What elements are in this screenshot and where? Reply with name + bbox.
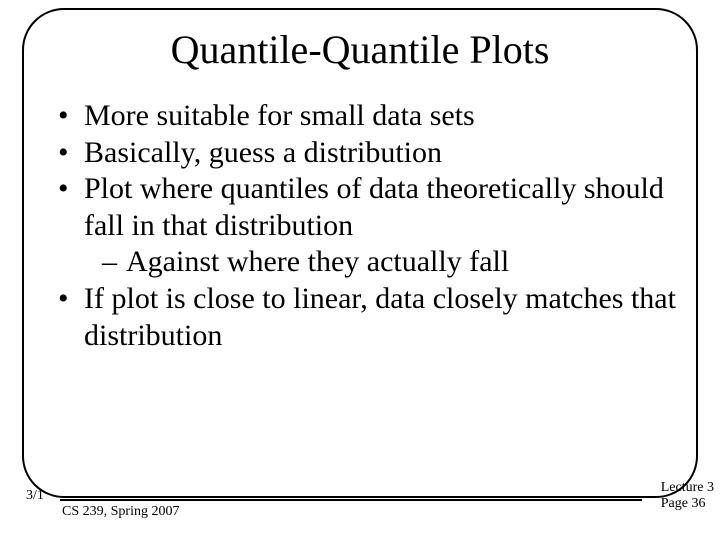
bullet-dot-icon: •	[56, 135, 84, 172]
lecture-label: Lecture 3	[661, 480, 714, 496]
slide-title: Quantile-Quantile Plots	[0, 26, 720, 73]
bullet-dot-icon: •	[56, 171, 84, 208]
bullet-dot-icon: •	[56, 281, 84, 318]
course-label: CS 239, Spring 2007	[62, 504, 179, 520]
bullet-text: If plot is close to linear, data closely…	[84, 281, 676, 354]
footer-divider	[60, 499, 642, 501]
bullet-list: • More suitable for small data sets • Ba…	[56, 98, 676, 354]
bullet-text: Plot where quantiles of data theoretical…	[84, 171, 676, 244]
bullet-text: More suitable for small data sets	[84, 98, 676, 135]
list-item: • If plot is close to linear, data close…	[56, 281, 676, 354]
list-item: • Basically, guess a distribution	[56, 135, 676, 172]
bullet-text: Basically, guess a distribution	[84, 135, 676, 172]
lecture-page-label: Lecture 3 Page 36	[661, 480, 714, 512]
list-item: • More suitable for small data sets	[56, 98, 676, 135]
list-item: • Plot where quantiles of data theoretic…	[56, 171, 676, 244]
page-label: Page 36	[661, 496, 714, 512]
bullet-text: Against where they actually fall	[126, 244, 676, 281]
bullet-dot-icon: •	[56, 98, 84, 135]
bullet-dash-icon: –	[102, 244, 126, 281]
date-label: 3/1	[26, 488, 44, 504]
list-subitem: – Against where they actually fall	[56, 244, 676, 281]
